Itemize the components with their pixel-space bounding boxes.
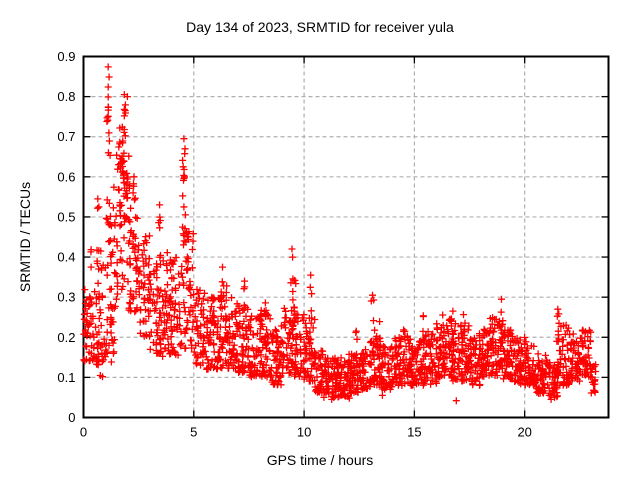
y-tick-label: 0.8 xyxy=(57,89,75,104)
y-tick-label: 0.4 xyxy=(57,250,75,265)
plot-frame xyxy=(82,55,610,419)
y-tick-label: 0.9 xyxy=(57,49,75,64)
y-tick-label: 0.3 xyxy=(57,290,75,305)
x-tick-label: 5 xyxy=(190,425,197,440)
x-tick-label: 15 xyxy=(407,425,421,440)
x-tick-label: 10 xyxy=(297,425,311,440)
x-tick-label: 0 xyxy=(80,425,87,440)
y-tick-label: 0.2 xyxy=(57,330,75,345)
x-tick-label: 20 xyxy=(517,425,531,440)
scatter-points xyxy=(80,63,600,405)
y-tick-label: 0.6 xyxy=(57,169,75,184)
y-tick-label: 0.1 xyxy=(57,370,75,385)
y-tick-label: 0 xyxy=(68,410,75,425)
y-tick-label: 0.7 xyxy=(57,129,75,144)
x-axis-title: GPS time / hours xyxy=(266,452,374,468)
y-tick-label: 0.5 xyxy=(57,209,75,224)
chart-title: Day 134 of 2023, SRMTID for receiver yul… xyxy=(186,19,454,35)
